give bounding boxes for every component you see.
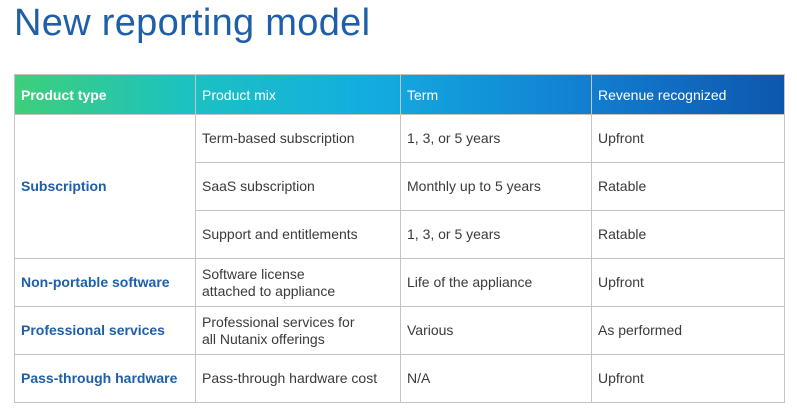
header-revenue-recognized: Revenue recognized [591,74,785,115]
product-mix-cell: Software license attached to appliance [195,258,401,307]
term-cell: Life of the appliance [400,258,592,307]
revenue-cell: Upfront [591,354,785,403]
product-mix-cell: Support and entitlements [195,210,401,259]
table-row: Non-portable software Software license a… [14,258,785,307]
product-type-cell: Pass-through hardware [14,354,196,403]
reporting-model-table: Product type Product mix Term Revenue re… [14,74,785,403]
product-mix-cell: SaaS subscription [195,162,401,211]
table-row: Subscription Term-based subscription 1, … [14,114,785,259]
product-type-cell: Professional services [14,306,196,355]
term-cell: Monthly up to 5 years [400,162,592,211]
product-mix-line: Software license [202,265,305,282]
page-title: New reporting model [14,2,371,44]
product-mix-cell: Term-based subscription [195,114,401,163]
revenue-cell: As performed [591,306,785,355]
table-row: Professional services Professional servi… [14,306,785,355]
product-mix-line: Professional services for [202,313,355,330]
product-type-cell: Non-portable software [14,258,196,307]
table-header-row: Product type Product mix Term Revenue re… [14,74,785,115]
product-mix-line: attached to appliance [202,282,336,299]
term-cell: 1, 3, or 5 years [400,210,592,259]
term-cell: Various [400,306,592,355]
product-mix-cell: Pass-through hardware cost [195,354,401,403]
table-row: Support and entitlements 1, 3, or 5 year… [15,210,785,259]
table-row: Pass-through hardware Pass-through hardw… [14,354,785,403]
term-cell: 1, 3, or 5 years [400,114,592,163]
product-type-cell: Subscription [14,114,196,259]
product-mix-cell: Professional services for all Nutanix of… [195,306,401,355]
revenue-cell: Upfront [591,258,785,307]
revenue-cell: Ratable [591,210,785,259]
table-row: SaaS subscription Monthly up to 5 years … [15,162,785,211]
revenue-cell: Ratable [591,162,785,211]
product-mix-line: all Nutanix offerings [202,330,325,347]
header-product-type: Product type [14,74,196,115]
revenue-cell: Upfront [591,114,785,163]
header-product-mix: Product mix [195,74,401,115]
term-cell: N/A [400,354,592,403]
header-term: Term [400,74,592,115]
